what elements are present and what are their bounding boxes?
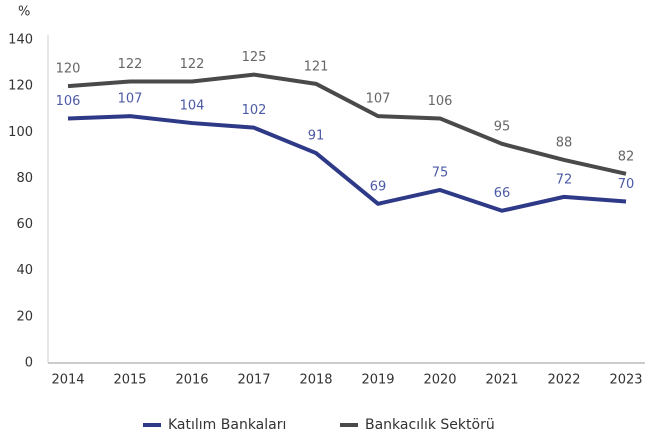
legend-label: Bankacılık Sektörü — [365, 417, 495, 433]
data-label: 95 — [494, 119, 511, 134]
data-label: 120 — [56, 62, 81, 77]
data-label: 107 — [366, 92, 391, 107]
y-tick-label: 60 — [16, 217, 33, 232]
data-label: 122 — [180, 57, 205, 72]
x-tick-label: 2017 — [237, 373, 270, 388]
data-label: 106 — [56, 94, 81, 109]
y-tick-label: 20 — [16, 309, 33, 324]
data-label: 106 — [428, 94, 453, 109]
x-tick-label: 2014 — [51, 373, 84, 388]
data-label: 72 — [556, 172, 573, 187]
x-tick-label: 2016 — [175, 373, 208, 388]
y-axis-label: % — [18, 5, 30, 20]
y-tick-label: 140 — [8, 33, 33, 48]
data-label: 75 — [432, 165, 449, 180]
data-label: 91 — [308, 129, 325, 144]
legend-label: Katılım Bankaları — [168, 417, 286, 433]
x-tick-label: 2018 — [299, 373, 332, 388]
y-tick-label: 0 — [25, 356, 33, 371]
x-tick-label: 2022 — [547, 373, 580, 388]
data-label: 69 — [370, 179, 387, 194]
x-tick-label: 2019 — [361, 373, 394, 388]
data-label: 82 — [618, 149, 635, 164]
data-label: 122 — [118, 57, 143, 72]
series-line — [67, 114, 627, 213]
data-label: 104 — [180, 99, 205, 114]
data-label: 70 — [618, 177, 635, 192]
data-label: 88 — [556, 135, 573, 150]
data-label: 107 — [118, 92, 143, 107]
series-line — [67, 72, 627, 176]
data-label: 66 — [494, 186, 511, 201]
data-label: 102 — [242, 103, 267, 118]
x-tick-label: 2021 — [485, 373, 518, 388]
data-label: 125 — [242, 50, 267, 65]
y-tick-label: 40 — [16, 263, 33, 278]
x-tick-label: 2015 — [113, 373, 146, 388]
y-tick-label: 100 — [8, 125, 33, 140]
y-tick-label: 80 — [16, 171, 33, 186]
data-label: 121 — [304, 59, 329, 74]
y-tick-label: 120 — [8, 79, 33, 94]
x-tick-label: 2020 — [423, 373, 456, 388]
x-tick-label: 2023 — [609, 373, 642, 388]
